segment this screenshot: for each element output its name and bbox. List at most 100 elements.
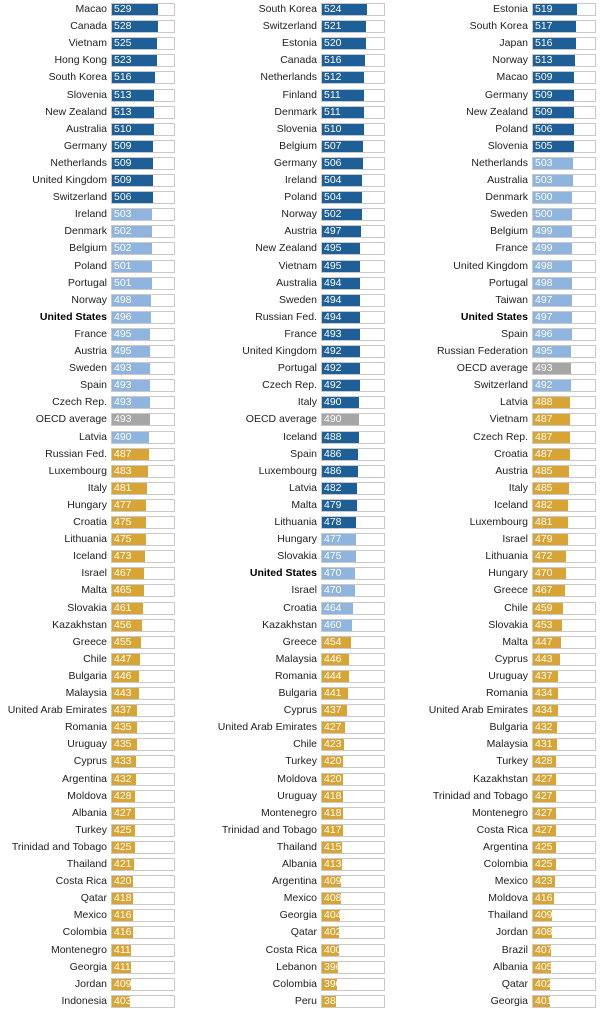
country-label: Turkey: [496, 755, 528, 768]
country-label: Peru: [294, 994, 317, 1007]
score-bar-frame: 528: [111, 20, 175, 34]
country-label: Australia: [276, 276, 317, 289]
country-label: South Korea: [48, 71, 107, 84]
country-label: Uruguay: [67, 738, 107, 751]
score-bar: [112, 346, 151, 357]
country-label: Jordan: [74, 977, 107, 990]
score-bar: [322, 841, 343, 853]
score-bar: [533, 157, 574, 169]
score-bar: [112, 534, 146, 546]
score-bar: [112, 448, 149, 460]
score-bar-frame: 505: [532, 139, 596, 153]
score-value: 447: [535, 635, 553, 648]
country-label: Cyprus: [283, 704, 317, 717]
score-bar-frame: 427: [321, 721, 385, 735]
country-label: France: [74, 327, 107, 340]
score-bar-frame: 478: [321, 516, 385, 529]
country-label: Montenegro: [50, 943, 107, 956]
score-value: 498: [535, 276, 553, 289]
score-value: 446: [114, 669, 132, 682]
country-label: Lithuania: [485, 550, 528, 563]
score-bar-frame: 428: [111, 789, 175, 803]
country-label: Mexico: [283, 892, 317, 905]
score-bar-frame: 427: [532, 789, 596, 803]
score-value: 461: [114, 601, 132, 614]
country-label: Jordan: [495, 926, 528, 939]
country-label: Hungary: [67, 498, 107, 511]
score-bar-frame: 516: [111, 71, 175, 85]
score-bar-frame: 427: [532, 823, 596, 837]
country-label: United Arab Emirates: [428, 704, 528, 717]
country-label: Turkey: [285, 755, 317, 768]
score-bar-frame: 488: [532, 396, 596, 410]
score-bar-frame: 441: [321, 687, 385, 700]
score-value: 475: [114, 516, 132, 528]
score-bar: [112, 824, 135, 836]
score-bar-frame: 475: [111, 516, 175, 529]
score-bar-frame: 475: [321, 550, 385, 564]
country-label: Chile: [504, 601, 528, 614]
score-bar-frame: 487: [532, 430, 596, 444]
score-value: 434: [535, 704, 553, 717]
country-label: United States: [249, 567, 317, 580]
score-bar-frame: 437: [111, 704, 175, 718]
score-bar-frame: 513: [111, 88, 175, 102]
score-bar: [533, 653, 560, 665]
score-bar-frame: 433: [111, 755, 175, 769]
score-bar-frame: 425: [532, 858, 596, 871]
score-value: 464: [324, 601, 342, 614]
score-value: 497: [535, 310, 553, 323]
score-bar-frame: 492: [321, 379, 385, 393]
score-bar-frame: 418: [321, 789, 385, 803]
country-label: Albania: [71, 806, 107, 819]
score-value: 454: [324, 635, 342, 648]
country-label: Latvia: [288, 481, 317, 494]
score-bar-frame: 521: [321, 20, 385, 34]
country-label: Slovakia: [67, 601, 107, 614]
score-bar-frame: 407: [532, 943, 596, 957]
score-value: 411: [114, 943, 131, 956]
score-bar: [112, 277, 152, 289]
score-bar-frame: 492: [532, 379, 596, 393]
country-label: Trinidad and Tobago: [11, 840, 107, 853]
score-bar: [322, 722, 345, 734]
country-label: Latvia: [499, 396, 528, 409]
country-label: Russian Federation: [436, 345, 528, 357]
score-value: 488: [324, 430, 342, 443]
score-value: 420: [114, 875, 132, 888]
score-value: 512: [324, 71, 342, 84]
country-label: Georgia: [490, 994, 528, 1007]
score-bar-frame: 446: [321, 652, 385, 666]
score-value: 520: [324, 37, 342, 50]
score-bar: [112, 807, 135, 819]
country-label: Kazakhstan: [52, 618, 107, 631]
score-bar: [533, 688, 558, 699]
score-bar-frame: 529: [111, 3, 175, 16]
score-value: 498: [114, 293, 132, 306]
score-bar: [533, 705, 558, 717]
score-bar: [533, 226, 573, 238]
score-bar: [322, 773, 344, 785]
score-bar: [112, 55, 157, 67]
score-value: 432: [535, 721, 553, 734]
score-value: 479: [535, 533, 553, 546]
country-label: Montenegro: [260, 806, 317, 819]
score-bar-frame: 456: [111, 618, 175, 632]
score-bar-frame: 396: [321, 960, 385, 974]
score-bar-frame: 416: [111, 909, 175, 923]
country-label: South Korea: [469, 20, 528, 33]
score-bar-frame: 494: [321, 276, 385, 290]
score-bar: [322, 157, 363, 169]
score-bar-frame: 495: [321, 259, 385, 273]
country-label: Slovakia: [277, 550, 317, 563]
score-bar: [112, 21, 158, 33]
country-label: Malaysia: [486, 738, 528, 751]
score-value: 492: [324, 345, 342, 357]
score-bar-frame: 431: [532, 738, 596, 752]
score-bar: [112, 773, 137, 785]
score-value: 487: [535, 413, 553, 426]
score-value: 488: [535, 396, 553, 409]
country-label: Georgia: [69, 960, 107, 973]
country-label: Hungary: [277, 533, 317, 546]
country-label: Slovenia: [276, 122, 317, 135]
